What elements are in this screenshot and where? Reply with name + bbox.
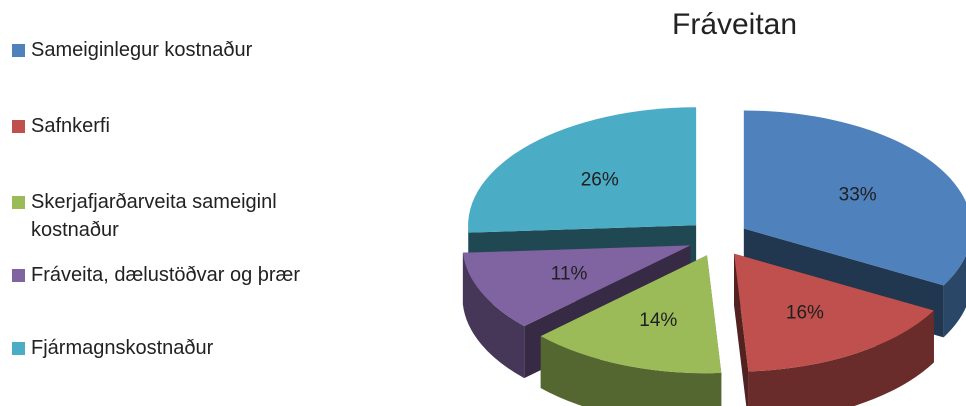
slice-rim	[748, 310, 934, 406]
legend-label: Fráveita, dælustöðvar og þrær	[31, 264, 301, 286]
legend-label: Skerjafjarðarveita sameiginl kostnaður	[31, 191, 277, 241]
legend-item-sameiginlegur: Sameiginlegur kostnaður	[12, 36, 331, 64]
legend-swatch	[12, 44, 25, 57]
slice-data-label: 14%	[639, 310, 677, 331]
legend-label: Safnkerfi	[31, 115, 110, 137]
slice-side-wall	[734, 253, 749, 406]
slice-rim	[462, 252, 525, 379]
legend-item-skerjafjardarveita: Skerjafjarðarveita sameiginl kostnaður	[12, 188, 337, 244]
pie-slice: 16%	[734, 253, 934, 406]
legend-swatch	[12, 120, 25, 133]
legend-swatch	[12, 342, 25, 355]
pie-slices: 26% 33% 11% 16% 14%	[462, 107, 966, 406]
chart-title: Fráveitan	[672, 8, 798, 41]
slice-top-face	[743, 110, 966, 286]
slice-data-label: 26%	[581, 169, 619, 190]
pie-slice: 14%	[540, 255, 722, 406]
legend-swatch	[12, 269, 25, 282]
slice-top-face	[540, 255, 722, 374]
slice-rim	[943, 254, 966, 338]
slice-top-face	[462, 245, 691, 327]
legend-label: Sameiginlegur kostnaður	[31, 39, 253, 61]
legend-label: Fjármagnskostnaður	[31, 337, 214, 359]
slice-top-face	[468, 107, 697, 233]
legend-swatch	[12, 196, 25, 209]
legend-item-fjarmagnskostnadur: Fjármagnskostnaður	[12, 334, 331, 362]
legend-item-safnkerfi: Safnkerfi	[12, 112, 331, 140]
slice-rim	[540, 336, 722, 406]
slice-data-label: 33%	[839, 185, 877, 206]
legend-item-fraveita: Fráveita, dælustöðvar og þrær	[12, 261, 316, 289]
slice-data-label: 11%	[551, 264, 588, 285]
slice-data-label: 16%	[786, 302, 824, 323]
slice-top-face	[734, 253, 934, 372]
